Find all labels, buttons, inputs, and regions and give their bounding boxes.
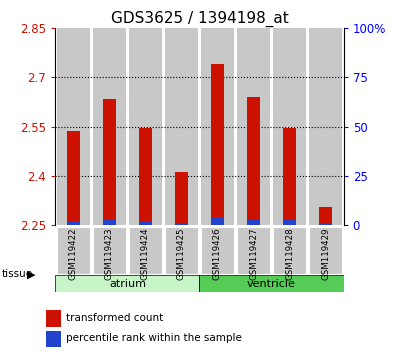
- Bar: [103, 219, 116, 225]
- Text: GSM119424: GSM119424: [141, 227, 150, 280]
- Bar: [67, 221, 80, 225]
- Text: GSM119426: GSM119426: [213, 227, 222, 280]
- Bar: [129, 227, 162, 274]
- Text: GSM119427: GSM119427: [249, 227, 258, 280]
- Bar: [45, 310, 61, 326]
- Bar: [103, 99, 116, 225]
- Text: ventricle: ventricle: [247, 279, 296, 289]
- Bar: [237, 28, 270, 225]
- Text: atrium: atrium: [109, 279, 146, 289]
- Bar: [139, 128, 152, 225]
- Bar: [211, 64, 224, 225]
- Bar: [237, 227, 270, 274]
- Bar: [139, 222, 152, 225]
- Bar: [309, 28, 342, 225]
- Text: GSM119422: GSM119422: [69, 227, 78, 280]
- Bar: [57, 227, 90, 274]
- Bar: [309, 227, 342, 274]
- Bar: [319, 207, 332, 225]
- Bar: [247, 220, 260, 225]
- Bar: [93, 227, 126, 274]
- Text: transformed count: transformed count: [66, 313, 164, 323]
- Text: ▶: ▶: [27, 270, 36, 280]
- Bar: [201, 28, 234, 225]
- Bar: [55, 275, 199, 292]
- Bar: [175, 172, 188, 225]
- Bar: [283, 128, 296, 225]
- Bar: [175, 223, 188, 225]
- Bar: [165, 28, 198, 225]
- Bar: [273, 28, 306, 225]
- Bar: [319, 223, 332, 225]
- Bar: [199, 275, 344, 292]
- Text: GSM119428: GSM119428: [285, 227, 294, 280]
- Text: tissue: tissue: [2, 269, 33, 279]
- Bar: [247, 97, 260, 225]
- Bar: [93, 28, 126, 225]
- Bar: [165, 227, 198, 274]
- Text: GSM119423: GSM119423: [105, 227, 114, 280]
- Bar: [67, 131, 80, 225]
- Bar: [283, 219, 296, 225]
- Title: GDS3625 / 1394198_at: GDS3625 / 1394198_at: [111, 11, 288, 27]
- Bar: [57, 28, 90, 225]
- Bar: [273, 227, 306, 274]
- Text: percentile rank within the sample: percentile rank within the sample: [66, 333, 242, 343]
- Bar: [129, 28, 162, 225]
- Text: GSM119429: GSM119429: [321, 227, 330, 280]
- Bar: [201, 227, 234, 274]
- Bar: [211, 218, 224, 225]
- Bar: [45, 331, 61, 347]
- Text: GSM119425: GSM119425: [177, 227, 186, 280]
